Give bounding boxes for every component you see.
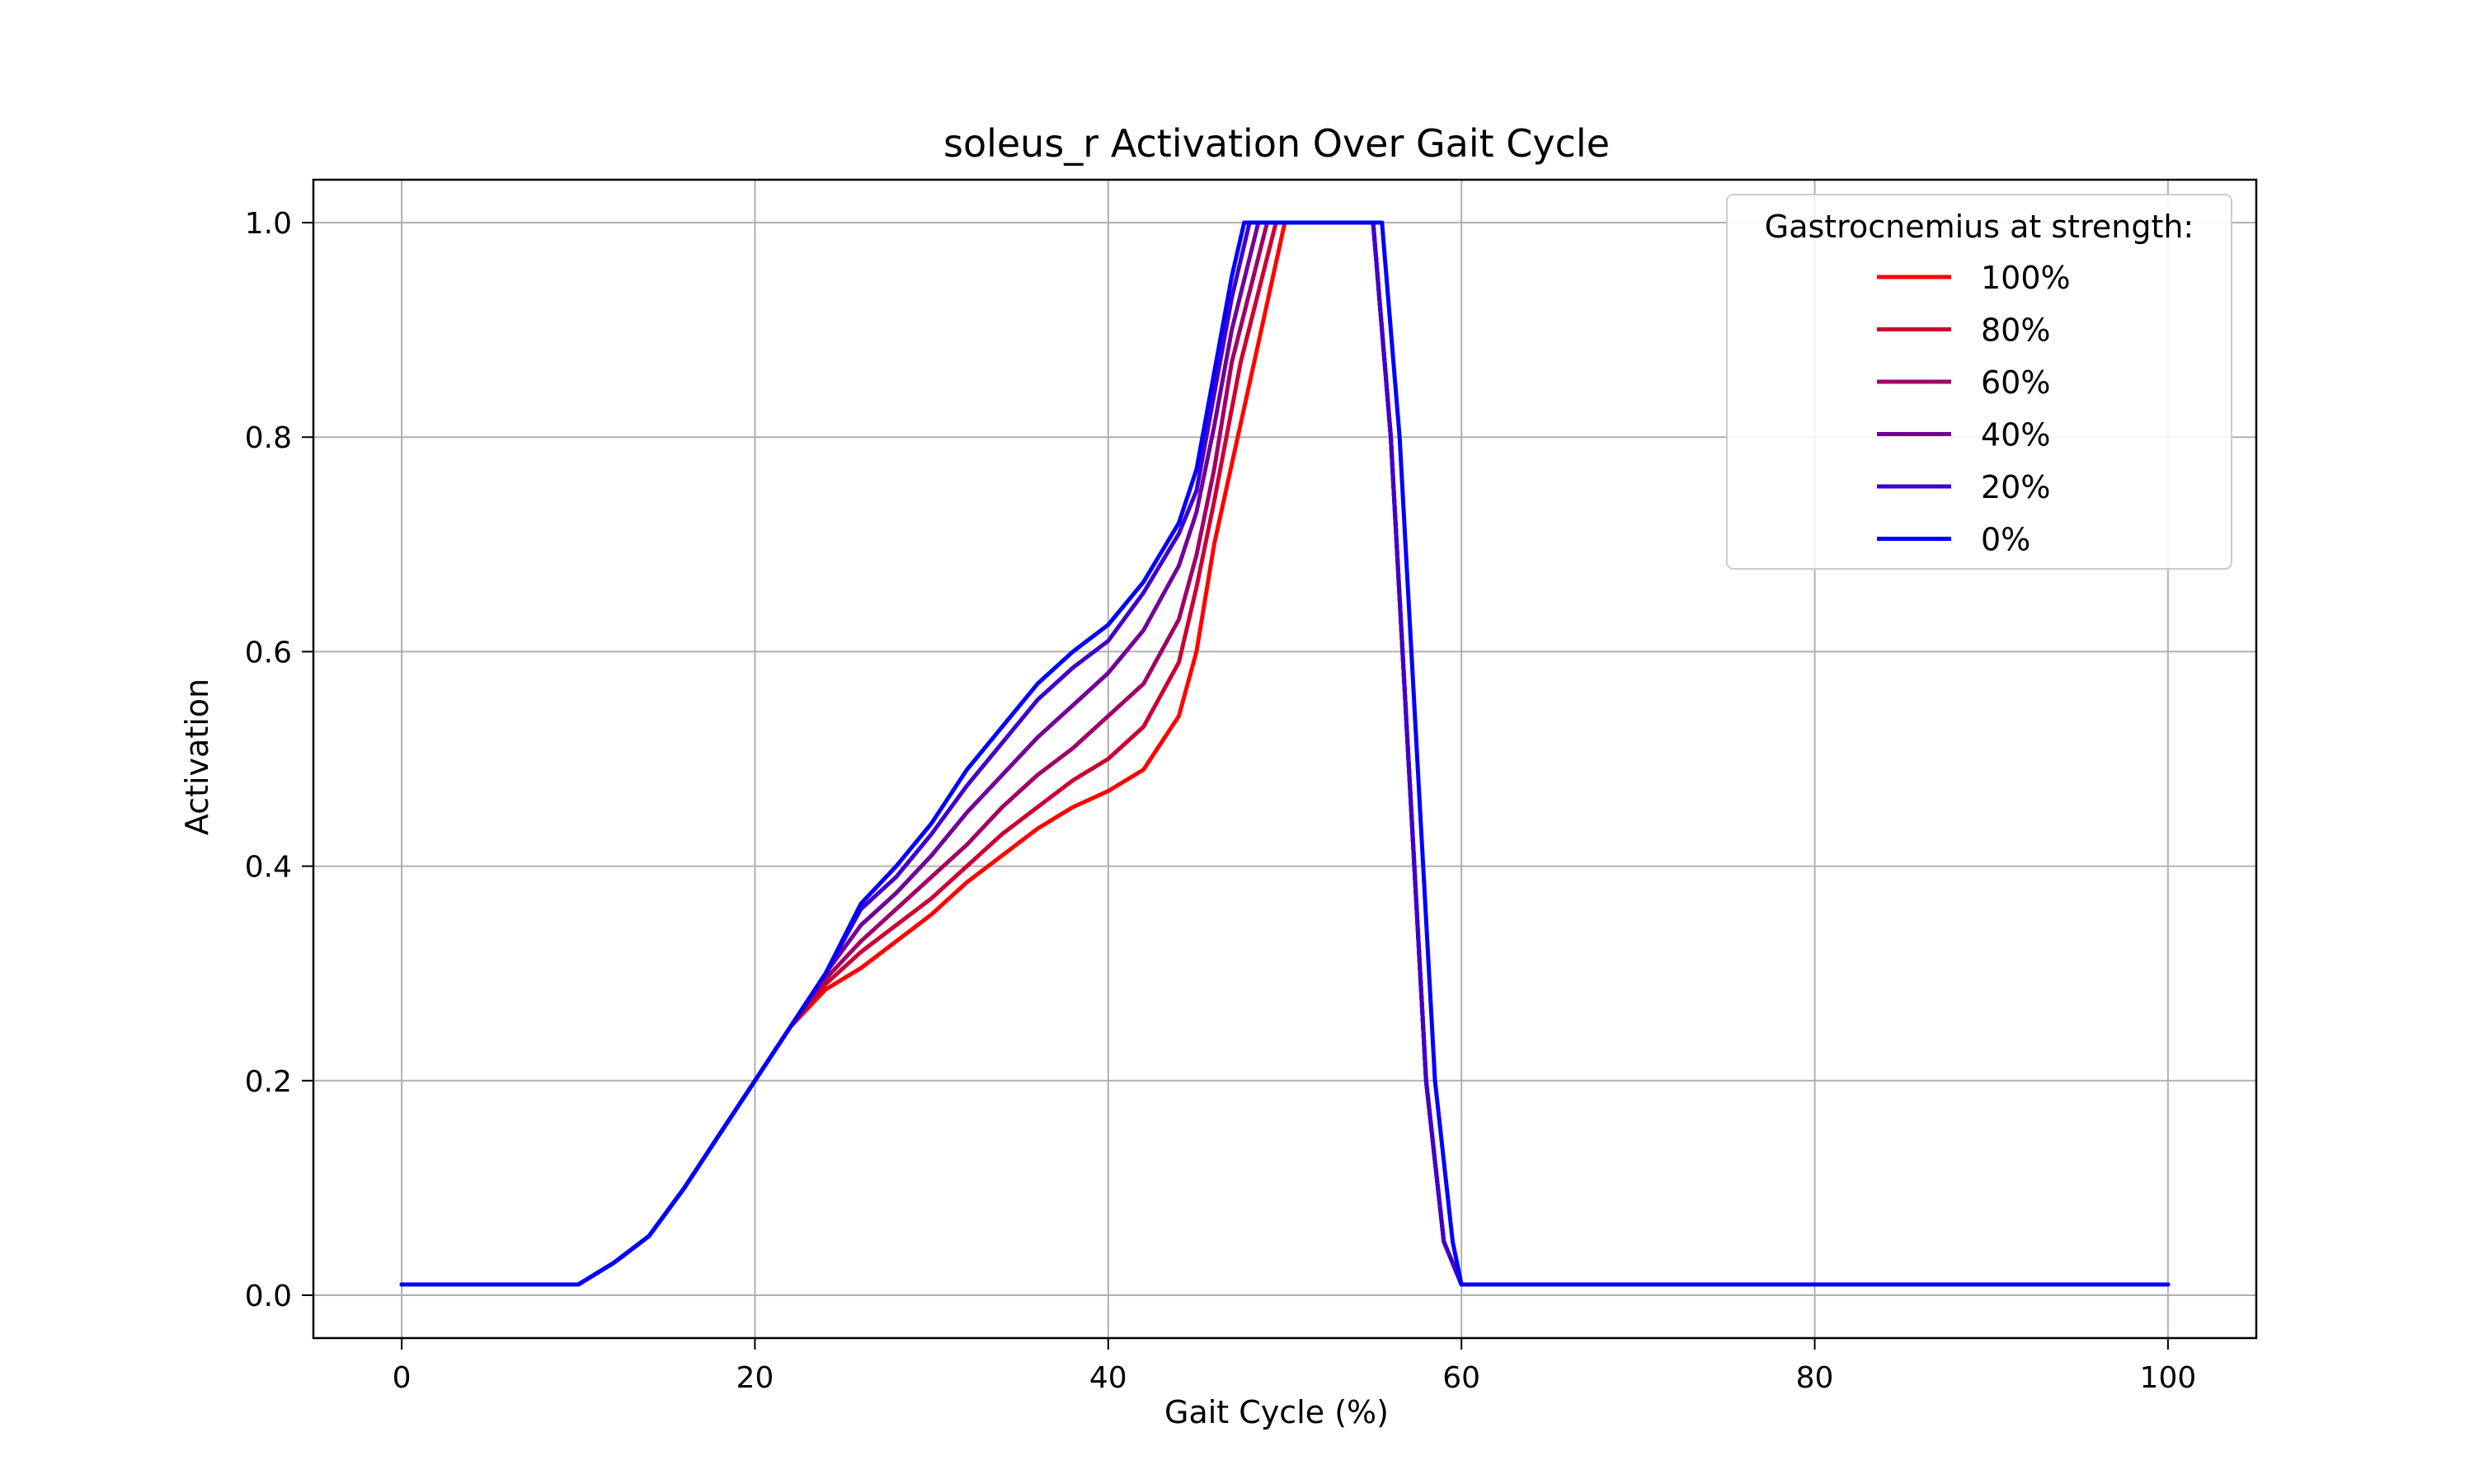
legend-label: 100% bbox=[1981, 260, 2071, 296]
y-tick-label: 1.0 bbox=[245, 207, 292, 241]
legend-label: 0% bbox=[1981, 522, 2030, 558]
x-tick-label: 100 bbox=[2140, 1361, 2197, 1395]
y-tick-label: 0.2 bbox=[245, 1065, 292, 1099]
legend: Gastrocnemius at strength: 100% 80% 60% 40%… bbox=[1726, 194, 2232, 570]
x-axis-ticks: 0 20 40 60 80 100 bbox=[393, 1338, 2197, 1395]
series-line-0pct bbox=[399, 220, 2171, 1287]
y-tick-label: 0.0 bbox=[245, 1280, 292, 1313]
x-axis-label: Gait Cycle (%) bbox=[1164, 1394, 1389, 1430]
series-lines bbox=[399, 220, 2171, 1287]
legend-label: 40% bbox=[1981, 417, 2050, 453]
y-tick-label: 0.4 bbox=[245, 851, 292, 885]
x-tick-label: 20 bbox=[736, 1361, 774, 1395]
y-tick-label: 0.6 bbox=[245, 636, 292, 669]
x-tick-label: 80 bbox=[1796, 1361, 1834, 1395]
y-axis-ticks: 0.0 0.2 0.4 0.6 0.8 1.0 bbox=[245, 207, 313, 1313]
plot-frame bbox=[312, 178, 2258, 1340]
legend-label: 20% bbox=[1981, 469, 2050, 505]
y-tick-label: 0.8 bbox=[245, 421, 292, 455]
x-tick-label: 0 bbox=[393, 1361, 412, 1395]
legend-label: 80% bbox=[1981, 312, 2050, 349]
legend-box bbox=[1726, 194, 2232, 570]
legend-items: 100% 80% 60% 40% 20% 0% bbox=[1877, 260, 2071, 558]
legend-title: Gastrocnemius at strength: bbox=[1765, 209, 2194, 245]
y-axis-label: Activation bbox=[179, 679, 215, 835]
chart-title: soleus_r Activation Over Gait Cycle bbox=[943, 121, 1610, 166]
legend-label: 60% bbox=[1981, 364, 2050, 401]
x-tick-label: 40 bbox=[1089, 1361, 1127, 1395]
x-tick-label: 60 bbox=[1442, 1361, 1480, 1395]
